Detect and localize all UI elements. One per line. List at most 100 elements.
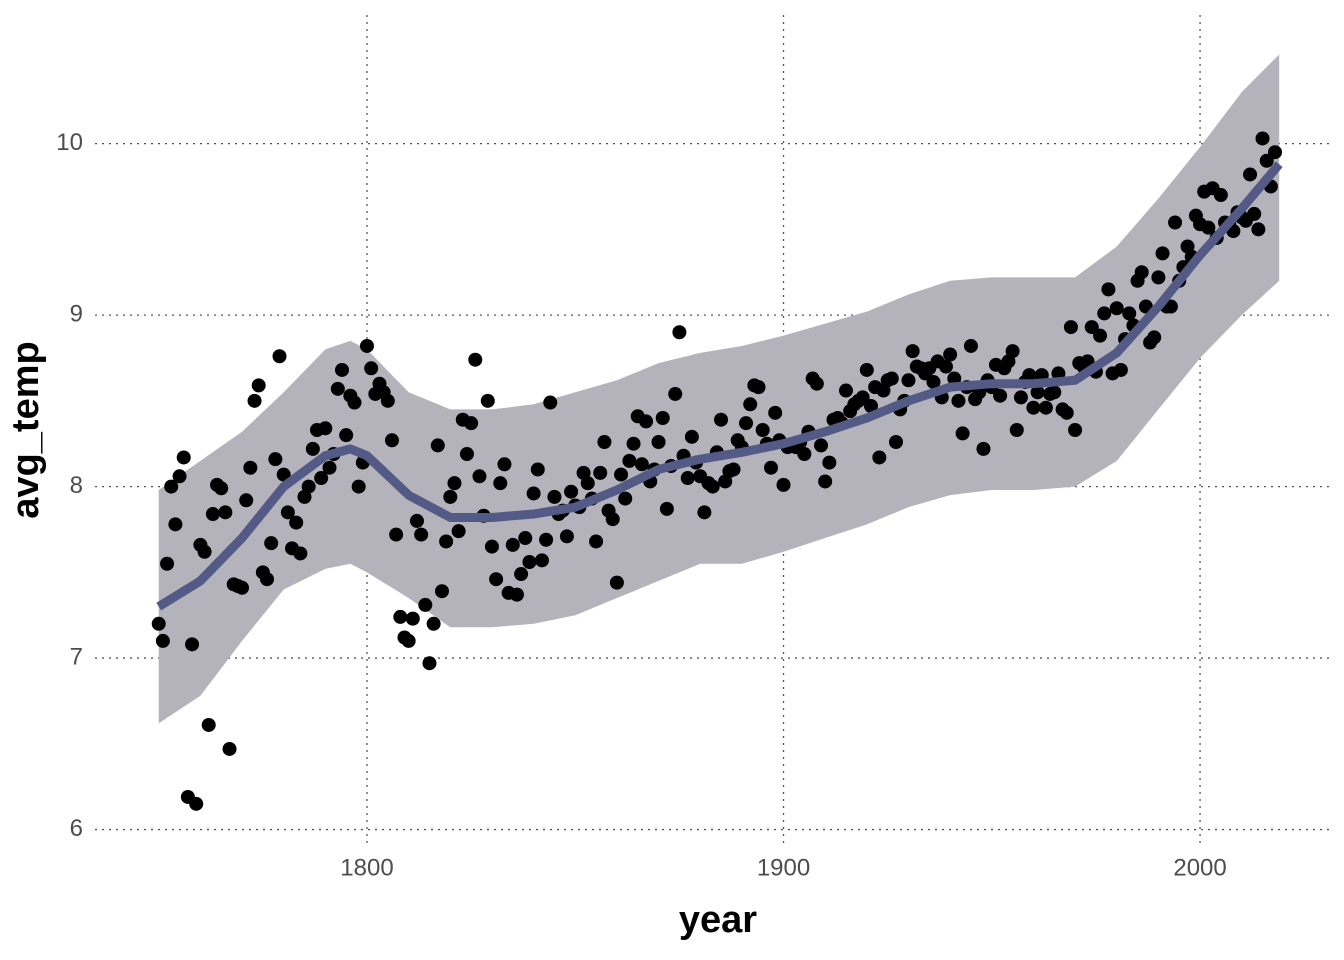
data-point — [634, 457, 649, 472]
smooth-line — [156, 161, 1283, 611]
data-point — [151, 616, 166, 631]
data-point — [659, 501, 674, 516]
data-point — [976, 441, 991, 456]
data-point — [697, 505, 712, 520]
data-point — [559, 529, 574, 544]
data-point — [1047, 385, 1062, 400]
data-point — [1063, 320, 1078, 335]
data-point — [347, 395, 362, 410]
data-point — [1213, 188, 1228, 203]
data-point — [459, 447, 474, 462]
data-point — [751, 380, 766, 395]
data-point — [1151, 270, 1166, 285]
data-point — [251, 378, 266, 393]
data-point — [993, 388, 1008, 403]
data-point — [1259, 153, 1274, 168]
data-point — [239, 493, 254, 508]
data-point — [543, 395, 558, 410]
data-point — [189, 796, 204, 811]
data-point — [422, 656, 437, 671]
data-point — [276, 467, 291, 482]
data-point — [1251, 222, 1266, 237]
data-point — [1084, 320, 1099, 335]
data-point — [330, 381, 345, 396]
data-point — [493, 476, 508, 491]
data-point — [1068, 423, 1083, 437]
data-point — [522, 555, 537, 570]
data-point — [280, 505, 295, 520]
data-point — [364, 361, 379, 376]
data-point — [305, 441, 320, 456]
data-point — [339, 428, 354, 443]
data-point — [384, 433, 399, 448]
data-point — [705, 479, 720, 494]
data-point — [872, 450, 887, 465]
data-point — [489, 572, 504, 587]
data-point — [464, 416, 479, 431]
data-point — [863, 398, 878, 413]
data-point — [680, 471, 695, 486]
data-point — [172, 469, 187, 484]
data-point — [1134, 265, 1149, 280]
data-point — [197, 544, 212, 559]
data-point — [247, 393, 262, 408]
data-point — [526, 486, 541, 501]
x-tick-label: 1900 — [757, 854, 810, 881]
data-point — [589, 534, 604, 549]
data-point — [776, 477, 791, 492]
data-point — [318, 421, 333, 436]
data-point — [359, 338, 374, 353]
data-point — [905, 344, 920, 359]
data-point — [1168, 215, 1183, 230]
data-point — [1059, 405, 1074, 420]
x-axis-title: year — [679, 899, 757, 941]
data-point — [1022, 368, 1037, 383]
data-point — [155, 633, 170, 648]
data-point — [539, 532, 554, 547]
data-point — [389, 527, 404, 542]
data-point — [1247, 206, 1262, 221]
data-point — [164, 479, 179, 494]
data-point — [222, 741, 237, 756]
data-point — [301, 479, 316, 494]
data-point — [497, 457, 512, 472]
data-point — [322, 460, 337, 475]
data-point — [672, 325, 687, 340]
data-point — [622, 453, 637, 468]
data-point — [1201, 220, 1216, 235]
data-point — [1255, 131, 1270, 146]
data-point — [268, 452, 283, 467]
y-tick-label: 9 — [70, 300, 83, 327]
data-point — [409, 513, 424, 528]
data-point — [768, 405, 783, 420]
y-tick-label: 7 — [70, 643, 83, 670]
data-point — [797, 447, 812, 462]
data-point — [955, 426, 970, 441]
data-point — [668, 386, 683, 401]
data-point — [260, 572, 275, 587]
data-point — [1268, 145, 1283, 160]
data-point — [289, 515, 304, 530]
data-point — [505, 537, 520, 552]
data-point — [597, 435, 612, 450]
data-point — [859, 362, 874, 377]
data-point — [651, 435, 666, 450]
data-point — [764, 460, 779, 475]
data-point — [214, 481, 229, 496]
y-axis-title: avg_temp — [5, 341, 47, 518]
data-point — [618, 491, 633, 506]
data-point — [726, 462, 741, 477]
data-point — [739, 416, 754, 431]
data-point — [393, 609, 408, 624]
data-point — [351, 479, 366, 494]
data-point — [593, 465, 608, 480]
data-point — [264, 536, 279, 551]
data-point — [509, 587, 524, 602]
data-point — [626, 436, 641, 451]
data-point — [1009, 423, 1024, 437]
data-point — [1093, 328, 1108, 343]
data-point — [480, 393, 495, 408]
data-point — [818, 474, 833, 489]
data-point — [963, 338, 978, 353]
